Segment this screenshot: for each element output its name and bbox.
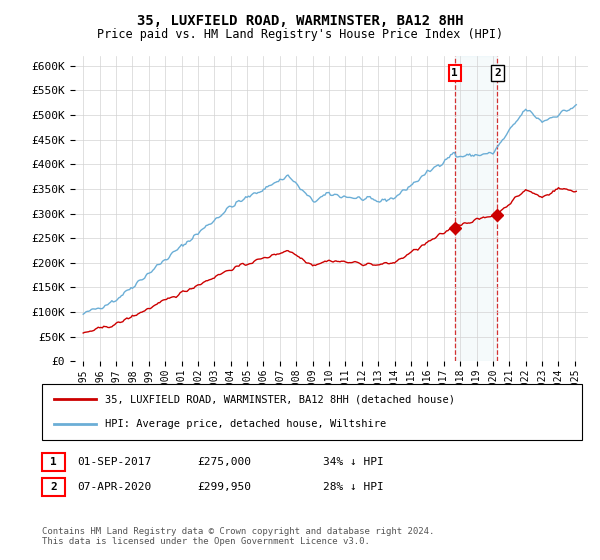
Text: HPI: Average price, detached house, Wiltshire: HPI: Average price, detached house, Wilt… [105, 419, 386, 429]
Text: 34% ↓ HPI: 34% ↓ HPI [323, 457, 383, 467]
Text: Price paid vs. HM Land Registry's House Price Index (HPI): Price paid vs. HM Land Registry's House … [97, 28, 503, 41]
Text: 35, LUXFIELD ROAD, WARMINSTER, BA12 8HH (detached house): 35, LUXFIELD ROAD, WARMINSTER, BA12 8HH … [105, 394, 455, 404]
Text: 2: 2 [494, 68, 501, 78]
Text: Contains HM Land Registry data © Crown copyright and database right 2024.
This d: Contains HM Land Registry data © Crown c… [42, 526, 434, 546]
Text: 28% ↓ HPI: 28% ↓ HPI [323, 482, 383, 492]
Text: 35, LUXFIELD ROAD, WARMINSTER, BA12 8HH: 35, LUXFIELD ROAD, WARMINSTER, BA12 8HH [137, 14, 463, 28]
Text: 1: 1 [451, 68, 458, 78]
Text: 07-APR-2020: 07-APR-2020 [77, 482, 151, 492]
Text: £299,950: £299,950 [197, 482, 251, 492]
Text: 01-SEP-2017: 01-SEP-2017 [77, 457, 151, 467]
Text: 2: 2 [50, 482, 57, 492]
Bar [455, 56, 497, 361]
Text: £275,000: £275,000 [197, 457, 251, 467]
Text: 1: 1 [50, 457, 57, 467]
